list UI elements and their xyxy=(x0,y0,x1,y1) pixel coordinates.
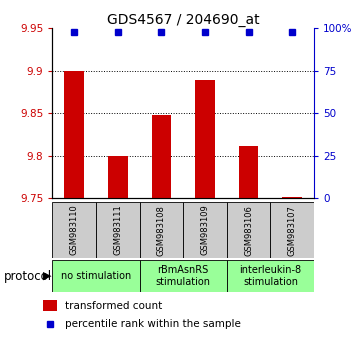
Text: GSM983106: GSM983106 xyxy=(244,205,253,256)
Bar xyxy=(43,299,57,312)
Text: interleukin-8
stimulation: interleukin-8 stimulation xyxy=(239,265,301,287)
Bar xyxy=(140,202,183,258)
Text: rBmAsnRS
stimulation: rBmAsnRS stimulation xyxy=(156,265,211,287)
Bar xyxy=(152,115,171,198)
Bar xyxy=(270,202,314,258)
Text: GSM983111: GSM983111 xyxy=(113,205,122,256)
Text: GSM983109: GSM983109 xyxy=(200,205,209,256)
Bar xyxy=(282,196,302,198)
Text: GSM983108: GSM983108 xyxy=(157,205,166,256)
Text: GSM983110: GSM983110 xyxy=(70,205,79,256)
Bar xyxy=(227,260,314,292)
Bar xyxy=(108,156,127,198)
Bar xyxy=(239,145,258,198)
Bar xyxy=(140,260,227,292)
Text: protocol: protocol xyxy=(4,270,52,282)
Bar xyxy=(227,202,270,258)
Text: transformed count: transformed count xyxy=(65,301,162,310)
Bar xyxy=(96,202,140,258)
Text: percentile rank within the sample: percentile rank within the sample xyxy=(65,319,241,329)
Bar xyxy=(52,260,140,292)
Text: ▶: ▶ xyxy=(43,271,52,281)
Text: no stimulation: no stimulation xyxy=(61,271,131,281)
Text: GSM983107: GSM983107 xyxy=(288,205,297,256)
Bar xyxy=(52,202,96,258)
Bar xyxy=(183,202,227,258)
Bar xyxy=(64,71,84,198)
Bar xyxy=(195,80,215,198)
Title: GDS4567 / 204690_at: GDS4567 / 204690_at xyxy=(107,13,260,27)
